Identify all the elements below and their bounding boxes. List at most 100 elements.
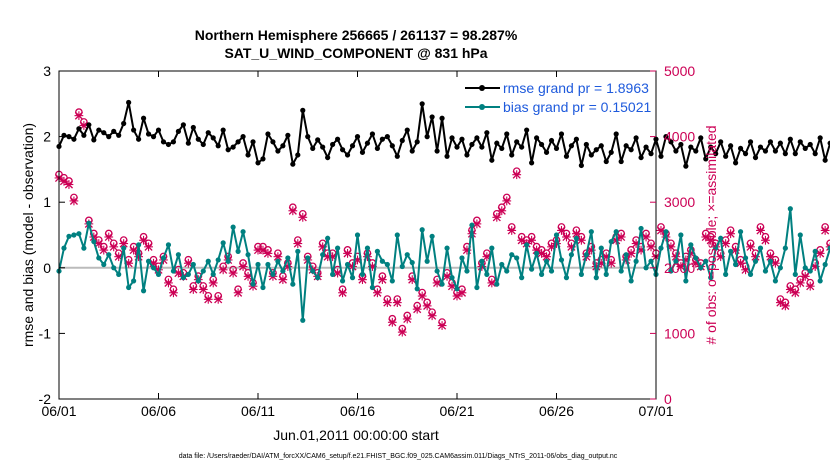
rmse-point xyxy=(339,147,346,153)
bias-point xyxy=(568,252,575,258)
rmse-point xyxy=(305,134,311,140)
rmse-point xyxy=(777,140,783,146)
bias-point xyxy=(643,265,649,271)
obs-assimilated-marker xyxy=(825,242,830,252)
obs-assimilated-marker xyxy=(69,196,79,206)
obs-assimilated-marker xyxy=(104,232,114,242)
rmse-point xyxy=(757,144,764,150)
bias-point xyxy=(598,245,604,251)
rmse-point xyxy=(215,143,221,149)
y-tick-label: 0 xyxy=(43,260,51,276)
bias-point xyxy=(548,268,555,274)
y-right-tick-label: 4000 xyxy=(664,129,695,145)
bias-point xyxy=(683,278,689,284)
bias-point xyxy=(270,271,276,277)
bias-point xyxy=(618,268,624,274)
bias-point xyxy=(534,250,540,256)
obs-assimilated-marker xyxy=(576,235,586,245)
bias-point xyxy=(439,281,445,287)
obs-assimilated-marker xyxy=(188,285,198,294)
rmse-point xyxy=(708,144,714,150)
obs-assimilated-marker xyxy=(437,321,447,330)
obs-assimilated-marker xyxy=(144,242,153,252)
bias-point xyxy=(379,258,385,264)
rmse-point xyxy=(454,144,460,150)
rmse-point xyxy=(245,152,251,158)
bias-point xyxy=(543,258,550,264)
obs-assimilated-marker xyxy=(497,206,507,216)
obs-assimilated-marker xyxy=(358,275,367,285)
bias-point xyxy=(593,275,599,281)
rmse-point xyxy=(310,145,316,152)
rmse-point xyxy=(484,130,490,136)
legend-bias-label: bias grand pr = 0.15021 xyxy=(503,99,651,115)
bias-point xyxy=(728,248,734,254)
rmse-point xyxy=(772,148,779,154)
bias-point xyxy=(558,257,565,263)
bias-point xyxy=(703,258,709,264)
x-tick-label: 06/26 xyxy=(539,403,574,419)
rmse-point xyxy=(325,154,331,161)
rmse-point xyxy=(349,143,356,149)
bias-point xyxy=(394,232,400,238)
x-axis-ticks: 06/01 06/06 06/11 06/16 06/21 06/26 07/01 xyxy=(41,71,674,419)
rmse-point xyxy=(210,135,216,141)
obs-assimilated-marker xyxy=(198,285,208,294)
bias-point xyxy=(344,261,351,268)
obs-assimilated-marker xyxy=(213,294,223,304)
bias-point xyxy=(330,271,336,277)
bias-point xyxy=(195,278,201,284)
chart-title: Northern Hemisphere 256665 / 261137 = 98… xyxy=(195,27,518,43)
bias-point xyxy=(529,266,535,272)
bias-point xyxy=(713,245,719,251)
obs-assimilated-marker xyxy=(203,294,213,304)
rmse-point xyxy=(563,153,570,159)
bias-point xyxy=(583,252,589,258)
rmse-point xyxy=(742,151,749,157)
x-tick-label: 06/01 xyxy=(41,403,76,419)
obs-cross-stroke xyxy=(826,242,830,248)
rmse-point xyxy=(330,141,336,148)
rmse-point xyxy=(140,115,147,121)
rmse-point xyxy=(603,158,609,165)
bias-point xyxy=(349,275,356,281)
bias-point xyxy=(389,278,395,284)
x-tick-label: 06/21 xyxy=(439,403,474,419)
rmse-point xyxy=(116,132,122,138)
bias-point xyxy=(459,255,465,261)
bias-point xyxy=(155,271,162,277)
bias-point xyxy=(777,265,783,271)
bias-point xyxy=(180,275,186,281)
rmse-point xyxy=(449,135,455,141)
rmse-point xyxy=(91,137,97,143)
rmse-point xyxy=(713,151,719,157)
obs-assimilated-marker xyxy=(233,288,243,298)
rmse-point xyxy=(534,135,540,141)
rmse-point xyxy=(265,131,271,137)
rmse-point xyxy=(514,139,520,145)
rmse-point xyxy=(121,120,127,127)
bias-point xyxy=(240,229,246,235)
obs-assimilated-marker xyxy=(373,288,382,298)
bias-point xyxy=(553,232,560,238)
rmse-point xyxy=(608,149,614,155)
bias-point xyxy=(767,258,774,264)
rmse-point xyxy=(593,147,599,153)
rmse-point xyxy=(399,137,405,144)
rmse-point xyxy=(344,152,351,158)
rmse-point xyxy=(782,151,788,157)
bias-point xyxy=(91,238,97,245)
obs-assimilated-marker xyxy=(562,232,571,242)
obs-assimilated-marker xyxy=(795,278,805,288)
bias-point xyxy=(369,284,376,291)
bias-point xyxy=(757,245,764,251)
bias-point xyxy=(489,245,495,251)
rmse-point xyxy=(280,143,286,149)
legend-bias-marker xyxy=(479,104,485,110)
bias-point xyxy=(235,248,241,254)
rmse-point xyxy=(553,145,560,152)
y-right-tick-label: 1000 xyxy=(664,325,695,341)
legend-rmse-label: rmse grand pr = 1.8963 xyxy=(503,80,649,96)
rmse-point xyxy=(762,148,769,154)
bias-point xyxy=(280,268,286,274)
